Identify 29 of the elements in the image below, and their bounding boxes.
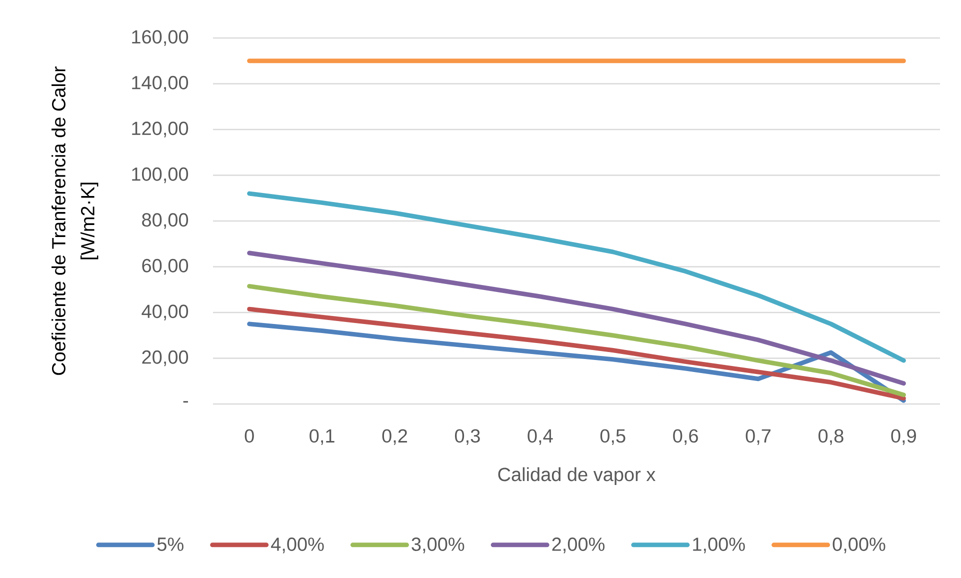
legend-label: 4,00% [271, 538, 324, 554]
y-tick-label: 40,00 [142, 304, 188, 320]
x-tick-label: 0,1 [310, 429, 334, 445]
y-tick-label: 120,00 [132, 122, 188, 138]
legend-label: 0,00% [832, 538, 886, 554]
y-tick-label: 20,00 [142, 350, 188, 366]
x-tick-label: 0,9 [891, 429, 916, 445]
y-tick-label: 80,00 [142, 213, 188, 229]
x-tick-label: 0,8 [818, 429, 844, 445]
legend-label: 2,00% [552, 538, 604, 554]
x-axis-title: Calidad de vapor x [498, 467, 656, 485]
x-tick-label: 0 [244, 429, 254, 443]
x-tick-label: 0,4 [528, 429, 553, 445]
y-tick-label: - [183, 401, 188, 403]
y-tick-label: 60,00 [142, 258, 188, 275]
y-tick-label: 140,00 [132, 76, 188, 92]
y-axis-title: Coeficiente de Tranferencia de Calor [W/m2·K] [52, 66, 98, 375]
legend-label: 5% [157, 538, 184, 551]
x-tick-label: 0,5 [600, 429, 626, 445]
y-tick-label: 100,00 [132, 167, 188, 184]
x-tick-label: 0,7 [746, 429, 771, 445]
x-tick-label: 0,6 [673, 429, 698, 445]
x-tick-label: 0,3 [454, 429, 480, 445]
legend-label: 1,00% [693, 538, 745, 554]
line-series [247, 306, 906, 401]
line-series [247, 284, 906, 398]
legend-label: 3,00% [412, 538, 464, 554]
y-tick-label: 160,00 [132, 30, 188, 46]
x-tick-label: 0,2 [382, 429, 407, 445]
